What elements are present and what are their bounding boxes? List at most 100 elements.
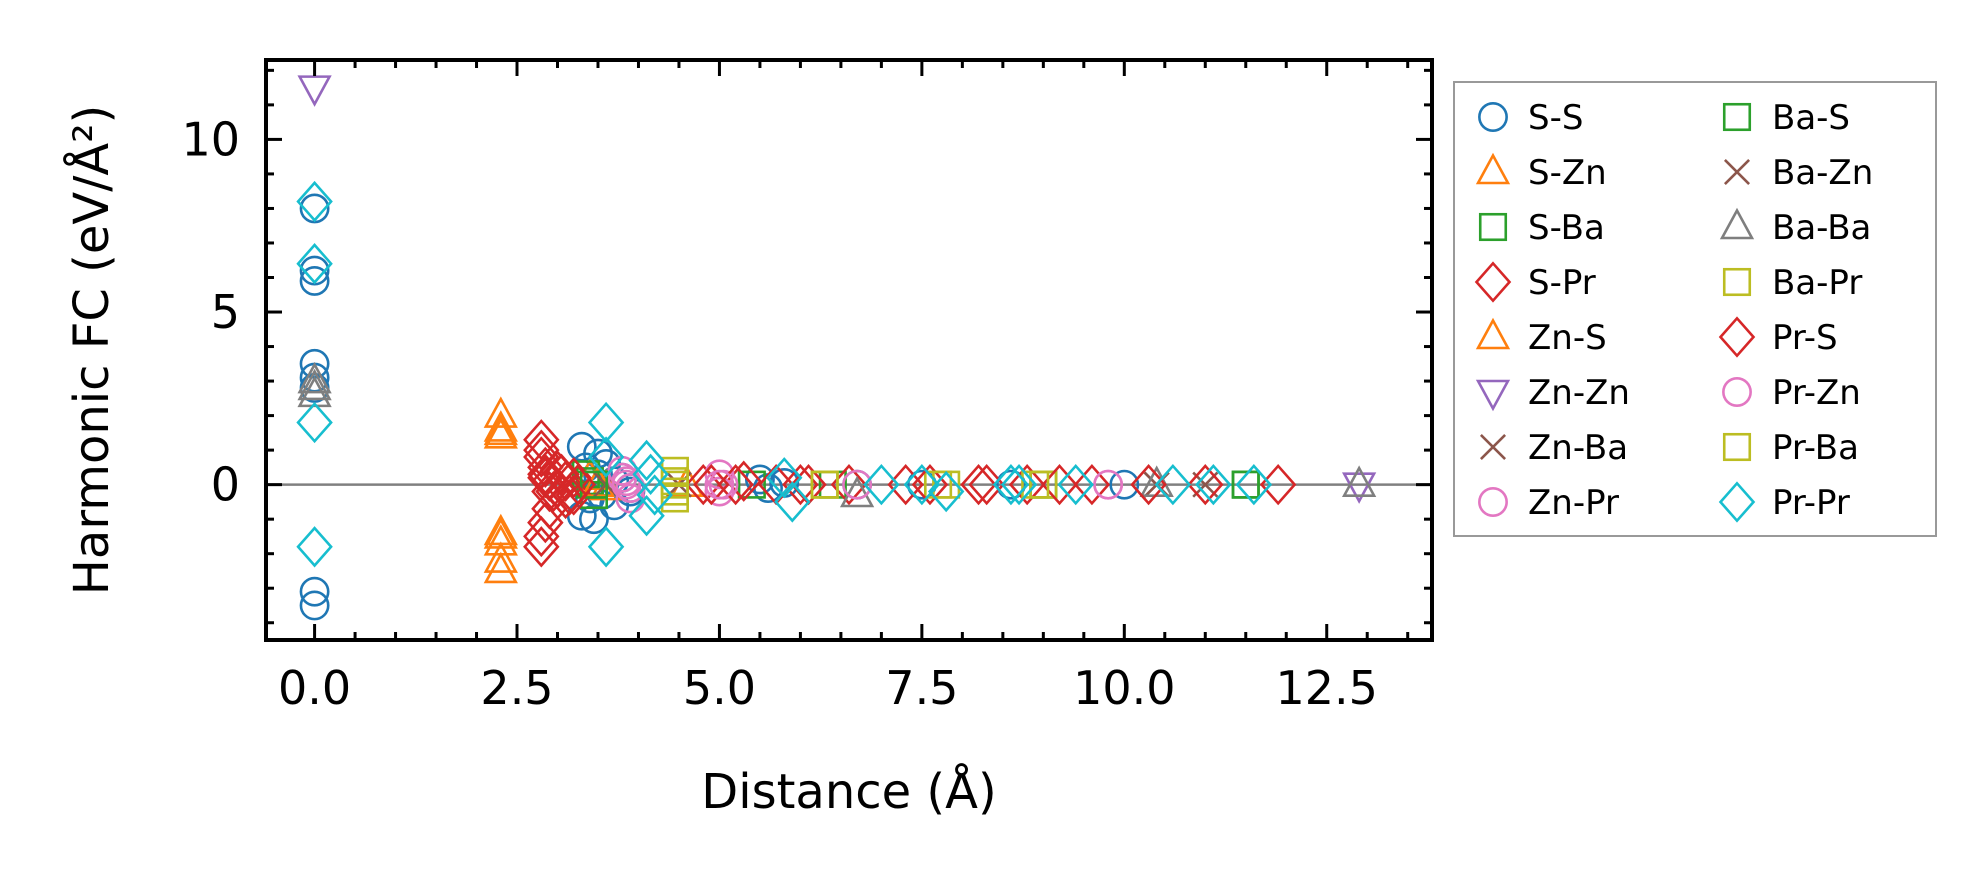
point-pr-pr <box>587 526 625 568</box>
x-tick-label: 12.5 <box>1276 661 1378 715</box>
legend-label-s-zn: S-Zn <box>1528 153 1607 193</box>
y-axis-label: Harmonic FC (eV/Å²) <box>63 105 120 595</box>
point-zn-zn <box>297 75 332 107</box>
point-ba-ba <box>297 368 332 401</box>
point-pr-pr <box>296 243 333 285</box>
point-s-pr <box>1073 463 1111 506</box>
point-s-zn <box>483 396 518 428</box>
point-pr-pr <box>296 401 333 444</box>
point-s-pr <box>887 463 924 506</box>
legend-marker-pr-s <box>1718 316 1756 358</box>
point-pr-pr <box>296 526 333 568</box>
legend-marker-zn-ba <box>1479 433 1507 461</box>
axis-tick-labels: 0.0 2.5 5.0 7.5 10.0 12.5 0 5 10 <box>181 112 1377 715</box>
point-pr-s <box>1130 463 1167 506</box>
legend-label-s-pr: S-Pr <box>1528 263 1596 303</box>
y-tick-label: 0 <box>211 458 240 512</box>
plot-frame <box>264 58 1434 642</box>
point-pr-pr <box>296 180 333 223</box>
point-pr-pr <box>1057 463 1094 506</box>
legend-marker-ba-s <box>1722 102 1752 132</box>
point-pr-s <box>551 474 588 516</box>
point-zn-s <box>483 541 518 573</box>
point-zn-zn <box>1341 472 1377 504</box>
point-pr-zn <box>842 469 873 500</box>
point-pr-s <box>693 463 730 506</box>
point-ba-ba <box>839 475 875 508</box>
point-pr-pr <box>765 457 803 499</box>
point-pr-pr <box>863 463 900 506</box>
legend-marker-s-ba <box>1478 212 1508 242</box>
point-pr-pr <box>774 481 811 523</box>
point-pr-ba <box>810 470 839 499</box>
legend-label-zn-pr: Zn-Pr <box>1528 483 1619 523</box>
point-pr-pr <box>903 463 941 506</box>
point-zn-pr <box>704 476 735 507</box>
x-tick-label: 7.5 <box>885 661 958 715</box>
point-pr-s <box>559 463 596 506</box>
legend-marker-ba-pr <box>1722 267 1752 297</box>
legend-marker-zn-s <box>1475 317 1511 350</box>
point-pr-pr <box>587 401 625 444</box>
x-axis-label: Distance (Å) <box>701 763 996 820</box>
point-s-pr <box>1008 463 1046 506</box>
point-pr-pr <box>992 463 1030 506</box>
point-s-pr <box>523 526 560 568</box>
point-pr-s <box>717 463 754 506</box>
legend-marker-pr-pr <box>1718 481 1756 523</box>
legend-marker-pr-ba <box>1722 432 1752 462</box>
x-tick-label: 0.0 <box>278 661 351 715</box>
legend-label-zn-s: Zn-S <box>1528 318 1607 358</box>
legend-marker-ba-ba <box>1719 207 1755 240</box>
point-pr-zn <box>1093 469 1124 500</box>
point-pr-pr <box>927 470 965 513</box>
point-s-zn <box>483 413 518 446</box>
point-pr-s <box>1187 463 1224 506</box>
x-tick-label: 2.5 <box>480 661 553 715</box>
legend-label-s-ba: S-Ba <box>1528 208 1605 248</box>
point-s-pr <box>523 515 560 558</box>
point-pr-pr <box>636 474 673 516</box>
point-pr-pr <box>632 453 669 495</box>
legend-marker-zn-pr <box>1478 487 1508 517</box>
point-s-s <box>996 469 1026 500</box>
point-s-zn <box>483 517 518 549</box>
y-tick-label: 10 <box>181 112 240 166</box>
legend-label-zn-ba: Zn-Ba <box>1528 428 1628 468</box>
point-zn-s <box>483 417 518 449</box>
legend-marker-s-s <box>1478 102 1508 132</box>
point-pr-s <box>527 457 564 499</box>
point-s-s <box>299 590 330 621</box>
legend-box <box>1453 81 1937 537</box>
point-s-s <box>299 576 330 607</box>
legend-label-pr-ba: Pr-Ba <box>1772 428 1859 468</box>
legend-marker-s-pr <box>1474 261 1512 303</box>
point-ba-s <box>579 470 608 499</box>
legend-label-pr-pr: Pr-Pr <box>1772 483 1850 523</box>
legend-label-zn-zn: Zn-Zn <box>1528 373 1630 413</box>
legend-label-ba-ba: Ba-Ba <box>1772 208 1871 248</box>
point-ba-ba <box>1341 465 1377 497</box>
point-pr-s <box>968 463 1005 506</box>
point-pr-s <box>535 470 572 513</box>
legend-marker-pr-zn <box>1722 377 1752 407</box>
legend-marker-ba-zn <box>1723 158 1751 186</box>
legend: S-S S-Zn S-Ba S-Pr Zn-S Zn-Zn Zn-Ba Zn-Pr Ba-S Ba… <box>1453 81 1937 537</box>
legend-label-ba-zn: Ba-Zn <box>1772 153 1873 193</box>
point-pr-pr <box>1154 463 1192 506</box>
legend-marker-zn-zn <box>1475 379 1511 412</box>
legend-label-pr-zn: Pr-Zn <box>1772 373 1861 413</box>
point-s-ba <box>571 460 600 489</box>
point-pr-pr <box>628 439 665 482</box>
y-tick-label: 5 <box>211 285 240 339</box>
x-tick-label: 5.0 <box>683 661 756 715</box>
point-pr-pr <box>1000 463 1038 506</box>
x-tick-label: 10.0 <box>1073 661 1175 715</box>
point-pr-s <box>543 453 580 495</box>
point-pr-ba <box>1021 470 1050 499</box>
point-ba-ba <box>297 361 332 394</box>
point-s-zn <box>483 551 518 584</box>
point-s-pr <box>1259 463 1297 506</box>
point-pr-zn <box>704 469 735 500</box>
